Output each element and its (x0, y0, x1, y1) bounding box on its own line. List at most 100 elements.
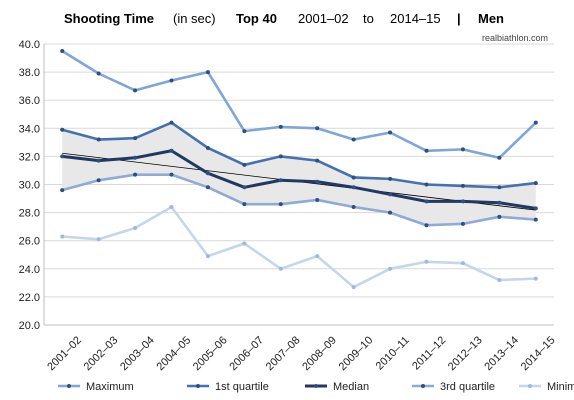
data-point (133, 88, 138, 93)
data-point (460, 221, 465, 226)
data-point (497, 200, 502, 205)
legend-label: Median (333, 381, 369, 393)
data-point (424, 199, 429, 204)
legend-label: 3rd quartile (440, 381, 495, 393)
legend-item-1st-quartile: 1st quartile (187, 381, 269, 393)
x-tick-label: 2003–04 (118, 334, 157, 373)
data-point (460, 147, 465, 152)
x-tick-label: 2013–14 (482, 334, 521, 373)
y-tick-label: 40.0 (19, 39, 40, 51)
data-point (351, 204, 356, 209)
data-point (96, 71, 101, 76)
legend-marker (67, 384, 71, 388)
data-point (315, 197, 320, 202)
title-separator: | (457, 11, 461, 26)
legend-label: 1st quartile (215, 381, 269, 393)
data-point (242, 162, 247, 167)
title-scope: Top 40 (236, 11, 277, 26)
chart-title: Shooting Time (in sec) Top 40 2001–02 to… (64, 11, 504, 26)
data-point (388, 192, 393, 197)
x-tick-label: 2008–09 (300, 334, 339, 373)
y-tick-label: 22.0 (19, 292, 40, 304)
series-maximum (60, 49, 538, 160)
data-point (133, 172, 138, 177)
series-line (62, 205, 536, 289)
data-point (351, 137, 356, 142)
x-tick-label: 2001–02 (45, 334, 84, 373)
y-tick-label: 36.0 (19, 95, 40, 107)
y-tick-label: 32.0 (19, 151, 40, 163)
data-point (388, 210, 393, 215)
data-point (497, 155, 502, 160)
legend-label: Minimum (547, 381, 574, 393)
x-tick-label: 2007–08 (264, 334, 303, 373)
data-point (169, 172, 174, 177)
y-tick-label: 38.0 (19, 67, 40, 79)
data-point (424, 259, 429, 264)
x-tick-label: 2014–15 (519, 334, 558, 373)
data-point (388, 130, 393, 135)
data-point (351, 185, 356, 190)
series-line (61, 173, 536, 227)
legend-item-maximum: Maximum (58, 381, 134, 393)
y-tick-label: 28.0 (19, 208, 40, 220)
legend-marker (314, 384, 318, 388)
series-line (62, 149, 537, 210)
data-point (133, 136, 138, 141)
data-point (533, 276, 538, 281)
data-point (497, 185, 502, 190)
series-3rd-quartile (60, 172, 538, 228)
data-point (497, 278, 502, 283)
legend: Maximum 1st quartile Median 3rd quartile Min… (58, 381, 574, 393)
title-gender: Men (478, 11, 504, 26)
legend-item-3rd-quartile: 3rd quartile (412, 381, 495, 393)
data-point (242, 202, 247, 207)
series-minimum (60, 204, 538, 290)
data-point (278, 266, 283, 271)
data-point (60, 154, 65, 159)
legend-item-median: Median (305, 381, 369, 393)
data-point (388, 176, 393, 181)
data-point (169, 148, 174, 153)
data-point (315, 158, 320, 163)
y-axis-ticks: 20.0 22.0 24.0 26.0 28.0 30.0 32.0 34.0 36.0 38.0… (19, 39, 40, 332)
legend-marker (421, 384, 425, 388)
data-point (205, 70, 210, 75)
data-point (278, 154, 283, 159)
legend-marker (528, 384, 532, 388)
data-point (533, 217, 538, 222)
x-tick-label: 2011–12 (410, 334, 448, 372)
y-tick-label: 26.0 (19, 236, 40, 248)
data-point (169, 204, 174, 209)
data-point (169, 120, 174, 125)
data-point (242, 241, 247, 246)
data-point (205, 185, 210, 190)
title-to: 2014–15 (390, 11, 441, 26)
source-label: realbiathlon.com (482, 33, 548, 43)
legend-label: Maximum (86, 381, 134, 393)
data-point (242, 129, 247, 134)
x-tick-label: 2002–03 (82, 334, 121, 373)
title-from: 2001–02 (298, 11, 349, 26)
series-1st-quartile (60, 120, 538, 190)
data-point (533, 120, 538, 125)
title-unit: (in sec) (173, 11, 216, 26)
series-line (61, 121, 536, 189)
data-point (351, 285, 356, 290)
x-tick-label: 2004–05 (155, 334, 194, 373)
data-point (533, 206, 538, 211)
data-point (205, 171, 210, 176)
data-point (133, 226, 138, 231)
y-tick-label: 34.0 (19, 123, 40, 135)
data-point (60, 234, 65, 239)
data-point (96, 178, 101, 183)
data-point (242, 185, 247, 190)
series-median (60, 148, 538, 211)
data-point (460, 199, 465, 204)
data-point (315, 179, 320, 184)
x-tick-label: 2010–11 (374, 334, 412, 372)
data-point (278, 178, 283, 183)
data-point (133, 155, 138, 160)
y-tick-label: 24.0 (19, 264, 40, 276)
